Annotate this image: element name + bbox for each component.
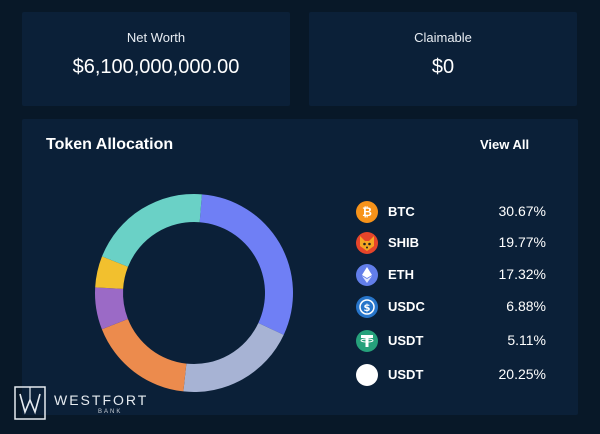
tether-icon xyxy=(356,330,378,352)
westfort-logo: WESTFORT BANK xyxy=(14,384,154,424)
token-row-usdc[interactable]: $ USDC 6.88% xyxy=(356,295,546,319)
token-row-btc[interactable]: ₿ BTC 30.67% xyxy=(356,200,546,224)
brand-sub: BANK xyxy=(98,409,123,415)
white-dot-icon xyxy=(356,364,378,386)
net-worth-value: $6,100,000,000.00 xyxy=(72,56,240,78)
token-row-usdt[interactable]: USDT 5.11% xyxy=(356,329,546,353)
allocation-donut-chart xyxy=(95,194,293,392)
donut-slice-usdc-3[interactable] xyxy=(95,287,128,330)
claimable-value: $0 xyxy=(431,56,455,78)
token-percent: 20.25% xyxy=(498,366,546,382)
donut-slice-shib-1[interactable] xyxy=(183,323,284,392)
donut-slice-eth-2[interactable] xyxy=(101,318,187,392)
token-symbol: USDT xyxy=(388,367,424,382)
token-percent: 6.88% xyxy=(506,298,546,314)
view-all-link[interactable]: View All xyxy=(480,137,530,152)
token-row-shib[interactable]: SHIB 19.77% xyxy=(356,231,546,255)
token-percent: 5.11% xyxy=(507,332,546,348)
ethereum-icon xyxy=(356,264,378,286)
token-row-usdt-2[interactable]: USDT 20.25% xyxy=(356,363,546,387)
donut-slice-btc-0[interactable] xyxy=(199,194,293,335)
token-symbol: SHIB xyxy=(388,235,420,250)
token-symbol: USDC xyxy=(388,299,425,314)
token-symbol: ETH xyxy=(388,267,414,282)
claimable-card: Claimable $0 xyxy=(309,12,577,106)
token-symbol: USDT xyxy=(388,333,424,348)
donut-slice-usdt-5[interactable] xyxy=(102,194,202,267)
bitcoin-icon: ₿ xyxy=(356,201,378,223)
net-worth-label: Net Worth xyxy=(126,30,186,45)
token-row-eth[interactable]: ETH 17.32% xyxy=(356,263,546,287)
token-allocation-card: Token Allocation View All ₿ BTC 30.67% S… xyxy=(22,119,578,415)
token-percent: 19.77% xyxy=(498,234,546,250)
brand-name: WESTFORT xyxy=(54,392,149,408)
token-percent: 17.32% xyxy=(498,266,546,282)
usdc-icon: $ xyxy=(356,296,378,318)
shiba-icon xyxy=(356,232,378,254)
svg-text:$: $ xyxy=(364,303,371,314)
westfort-emblem-icon xyxy=(14,386,46,420)
donut-slice-usdt-4[interactable] xyxy=(95,256,129,289)
token-percent: 30.67% xyxy=(498,203,546,219)
token-allocation-title: Token Allocation xyxy=(46,136,174,153)
net-worth-card: Net Worth $6,100,000,000.00 xyxy=(22,12,290,106)
token-symbol: BTC xyxy=(388,204,415,219)
claimable-label: Claimable xyxy=(414,30,472,45)
